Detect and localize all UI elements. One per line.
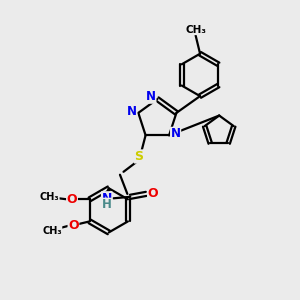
Text: N: N: [127, 105, 137, 118]
Text: O: O: [148, 188, 158, 200]
Text: CH₃: CH₃: [40, 192, 59, 202]
Text: CH₃: CH₃: [185, 25, 206, 34]
Text: N: N: [146, 90, 156, 103]
Text: O: O: [68, 219, 79, 232]
Text: N: N: [101, 192, 112, 205]
Text: O: O: [67, 193, 77, 206]
Text: N: N: [171, 127, 181, 140]
Text: H: H: [102, 198, 112, 211]
Text: S: S: [135, 150, 144, 163]
Text: CH₃: CH₃: [42, 226, 62, 236]
